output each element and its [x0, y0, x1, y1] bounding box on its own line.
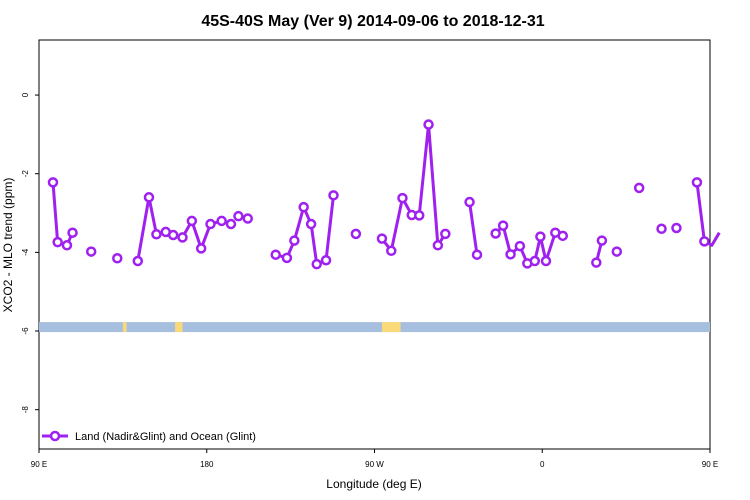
- data-point: [67, 227, 78, 238]
- data-point: [270, 249, 281, 260]
- data-point: [671, 222, 682, 234]
- data-point: [656, 223, 667, 235]
- data-point: [350, 228, 362, 240]
- series-points: [47, 119, 710, 270]
- data-point: [596, 235, 608, 246]
- legend-label: Land (Nadir&Glint) and Ocean (Glint): [75, 431, 256, 443]
- legend-marker-icon: [49, 430, 61, 442]
- y-tick-label: 0: [21, 92, 30, 97]
- data-point: [633, 182, 645, 194]
- x-tick-label: 90 E: [702, 460, 718, 469]
- data-point: [497, 220, 509, 231]
- data-point: [85, 246, 97, 257]
- land-ocean-band: [39, 322, 710, 333]
- data-point: [471, 249, 483, 260]
- data-point: [47, 177, 59, 188]
- data-point: [413, 210, 425, 221]
- data-point: [699, 236, 710, 247]
- data-point: [386, 245, 397, 257]
- data-point: [440, 228, 451, 240]
- data-point: [242, 213, 254, 224]
- data-point: [320, 254, 332, 266]
- y-tick-label: -6: [21, 327, 30, 335]
- data-point: [177, 232, 188, 243]
- data-point: [195, 243, 207, 254]
- data-point: [691, 177, 703, 188]
- data-point: [225, 218, 237, 230]
- data-point: [186, 215, 198, 227]
- data-point: [328, 190, 339, 201]
- x-axis: 90 E 180 90 W 0 90 E: [31, 449, 718, 469]
- chart-title: 45S-40S May (Ver 9) 2014-09-06 to 2018-1…: [201, 13, 544, 30]
- x-axis-label: Longitude (deg E): [326, 477, 421, 491]
- data-point: [143, 192, 155, 203]
- data-point: [52, 236, 63, 248]
- land-segment: [381, 322, 401, 333]
- y-axis: 0 -2 -4 -6 -8: [21, 92, 39, 413]
- data-point: [432, 240, 444, 251]
- data-point: [298, 201, 309, 213]
- data-point: [505, 249, 516, 260]
- series-line: [468, 201, 479, 255]
- series-line: [695, 182, 721, 247]
- data-point: [281, 252, 293, 264]
- series-line: [136, 195, 232, 262]
- land-segment: [175, 322, 183, 333]
- data-point: [514, 240, 526, 252]
- data-point: [611, 246, 623, 257]
- data-point: [289, 235, 300, 246]
- data-point: [305, 218, 317, 230]
- data-point: [132, 255, 144, 267]
- data-point: [490, 228, 501, 239]
- y-tick-label: -8: [21, 406, 30, 414]
- data-point: [205, 218, 216, 230]
- x-tick-label: 180: [200, 460, 214, 469]
- x-tick-label: 90 E: [31, 460, 47, 469]
- data-point: [151, 229, 162, 240]
- data-point: [540, 255, 552, 267]
- data-point: [557, 230, 569, 242]
- data-point: [464, 196, 475, 208]
- data-point: [311, 258, 322, 270]
- data-point: [529, 255, 541, 267]
- ocean-band: [39, 322, 710, 333]
- x-tick-label: 0: [540, 460, 545, 469]
- data-point: [423, 119, 434, 130]
- data-point: [216, 215, 227, 227]
- data-point: [112, 253, 123, 264]
- data-point: [167, 229, 179, 241]
- y-tick-label: -4: [21, 248, 30, 256]
- data-point: [61, 240, 73, 251]
- data-point: [233, 210, 244, 222]
- data-point: [535, 231, 546, 242]
- series-line: [380, 123, 447, 253]
- y-tick-label: -2: [21, 170, 30, 178]
- data-point: [397, 192, 408, 204]
- x-tick-label: 90 W: [365, 460, 384, 469]
- y-axis-label: XCO2 - MLO trend (ppm): [1, 178, 15, 313]
- land-segment: [122, 322, 127, 333]
- data-point: [591, 257, 602, 268]
- data-point: [376, 233, 388, 244]
- legend: Land (Nadir&Glint) and Ocean (Glint): [42, 430, 256, 443]
